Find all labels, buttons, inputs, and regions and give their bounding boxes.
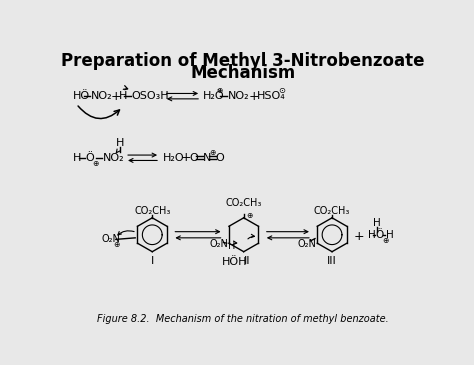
Text: ⊕: ⊕ <box>113 240 120 249</box>
Text: CO₂CH₃: CO₂CH₃ <box>134 206 171 216</box>
Text: H₂O: H₂O <box>163 153 185 163</box>
Text: I: I <box>151 256 154 266</box>
Text: O: O <box>216 153 225 163</box>
Text: H: H <box>373 218 381 228</box>
Text: +: + <box>110 90 121 103</box>
Text: NO₂: NO₂ <box>103 153 124 163</box>
Text: Figure 8.2.  Mechanism of the nitration of methyl benzoate.: Figure 8.2. Mechanism of the nitration o… <box>97 315 389 324</box>
Text: ⊕: ⊕ <box>92 159 99 168</box>
Text: N: N <box>202 153 211 163</box>
Text: O: O <box>190 153 198 163</box>
Text: H: H <box>385 230 393 240</box>
Text: H: H <box>73 153 82 163</box>
Text: H: H <box>368 230 375 240</box>
Text: NO₂: NO₂ <box>228 91 249 101</box>
Text: H: H <box>119 91 128 101</box>
Text: CO₂CH₃: CO₂CH₃ <box>314 206 350 216</box>
Text: H: H <box>228 241 236 250</box>
Text: Ö: Ö <box>375 230 383 240</box>
Text: III: III <box>327 256 337 266</box>
Text: HÖ: HÖ <box>73 91 91 101</box>
Text: O₂N: O₂N <box>210 239 228 249</box>
Text: H: H <box>116 138 124 148</box>
Text: ⊕: ⊕ <box>383 237 389 245</box>
Text: H₂Ö: H₂Ö <box>202 91 224 101</box>
Text: ⊕: ⊕ <box>246 211 252 220</box>
Text: OSO₃H: OSO₃H <box>131 91 169 101</box>
Text: NO₂: NO₂ <box>91 91 113 101</box>
Text: ⊙: ⊙ <box>278 86 285 95</box>
Text: II: II <box>244 256 250 266</box>
Text: HSO₄: HSO₄ <box>257 91 286 101</box>
Text: HÖH: HÖH <box>222 257 247 268</box>
Text: Ö: Ö <box>86 153 94 163</box>
Text: +: + <box>181 151 191 164</box>
Text: ⊕: ⊕ <box>209 148 215 157</box>
Text: ⊕: ⊕ <box>216 86 222 95</box>
Text: CO₂CH₃: CO₂CH₃ <box>226 198 262 208</box>
Text: O₂N: O₂N <box>298 239 317 249</box>
Text: +: + <box>248 90 259 103</box>
Text: Preparation of Methyl 3-Nitrobenzoate: Preparation of Methyl 3-Nitrobenzoate <box>61 52 425 70</box>
Text: Mechanism: Mechanism <box>190 64 296 82</box>
Text: +: + <box>354 230 365 243</box>
Text: O₂N: O₂N <box>102 234 121 245</box>
